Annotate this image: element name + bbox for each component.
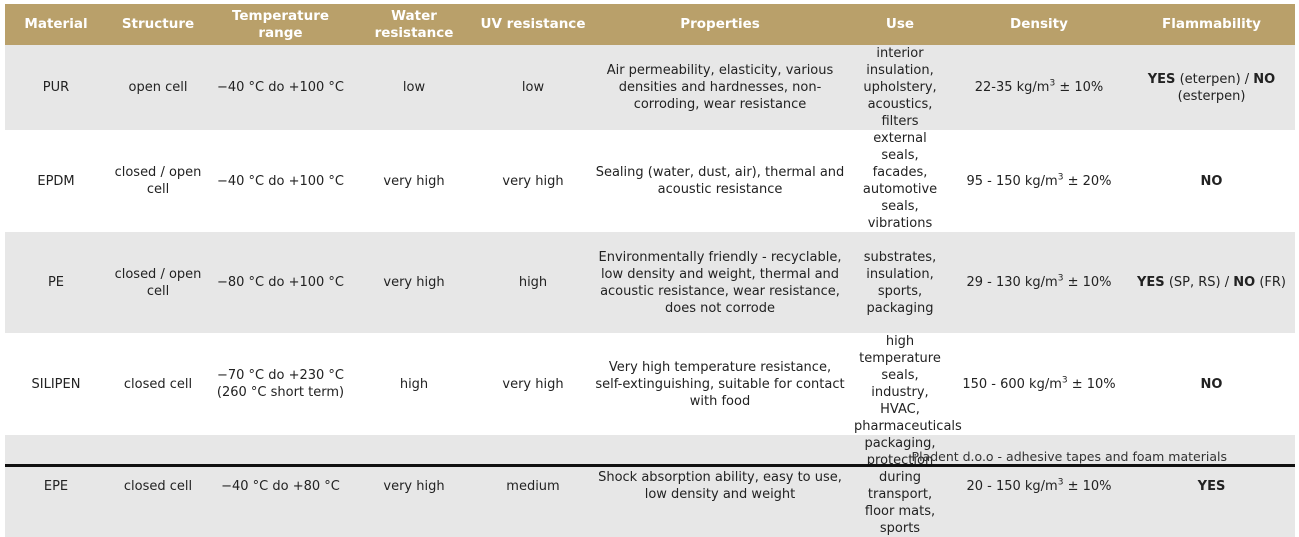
flammability-note: (eterpen) / — [1175, 71, 1254, 87]
cell-use: external seals, facades, automotive seal… — [862, 131, 938, 231]
cell-uv-resistance: very high — [502, 376, 564, 392]
density-tolerance: ± 20% — [1063, 173, 1112, 189]
density-value: 20 - 150 kg/m — [966, 478, 1058, 494]
header-use: Use — [850, 4, 950, 45]
cell-density: 150 - 600 kg/m3 ± 10% — [950, 333, 1128, 435]
flammability-note: (esterpen) — [1177, 88, 1246, 104]
cell-material: SILIPEN — [31, 376, 81, 392]
bottom-rule — [5, 464, 1295, 467]
density-superscript: 3 — [1057, 273, 1064, 284]
table-row: SILIPEN closed cell −70 °C do +230 °C (2… — [5, 333, 1295, 435]
cell-use: substrates, insulation, sports, packagin… — [850, 232, 950, 333]
flammability-verdict: YES — [1147, 71, 1176, 87]
cell-temperature: −40 °C do +100 °C — [216, 173, 345, 189]
flammability-note: (FR) — [1255, 275, 1286, 290]
cell-density: 22-35 kg/m3 ± 10% — [950, 45, 1128, 130]
cell-density: 29 - 130 kg/m3 ± 10% — [950, 232, 1128, 333]
density-tolerance: ± 10% — [1063, 478, 1112, 494]
cell-material: EPDM — [37, 173, 75, 189]
header-properties: Properties — [590, 4, 850, 45]
cell-density: 95 - 150 kg/m3 ± 20% — [950, 130, 1128, 232]
header-row: Material Structure Temperature range Wat… — [5, 4, 1295, 45]
flammability-note: (SP, RS) / — [1164, 275, 1234, 290]
density-tolerance: ± 10% — [1063, 275, 1112, 290]
flammability-verdict: NO — [1233, 275, 1256, 290]
table-row: EPDM closed / open cell −40 °C do +100 °… — [5, 130, 1295, 232]
cell-use: high temperature seals, industry, HVAC, … — [854, 334, 962, 434]
density-value: 22-35 kg/m — [974, 80, 1050, 95]
cell-properties: Air permeability, elasticity, various de… — [590, 45, 850, 130]
cell-structure: closed cell — [107, 435, 209, 537]
cell-temperature: −80 °C do +100 °C — [209, 232, 352, 333]
density-value: 150 - 600 kg/m — [962, 376, 1062, 392]
flammability-verdict: YES — [1197, 478, 1226, 494]
cell-water-resistance: very high — [383, 173, 445, 189]
header-uv-resistance: UV resistance — [476, 4, 590, 45]
cell-structure: open cell — [107, 45, 209, 130]
cell-temperature: −70 °C do +230 °C (260 °C short term) — [216, 368, 345, 400]
cell-structure: closed / open cell — [114, 165, 202, 197]
cell-structure: closed cell — [123, 376, 193, 392]
cell-water-resistance: very high — [352, 435, 476, 537]
density-tolerance: ± 10% — [1067, 376, 1116, 392]
flammability-verdict: NO — [1200, 173, 1223, 189]
cell-uv-resistance: medium — [476, 435, 590, 537]
cell-properties: Shock absorption ability, easy to use, l… — [590, 435, 850, 537]
header-temperature-range: Temperature range — [209, 4, 352, 45]
cell-structure: closed / open cell — [107, 232, 209, 333]
cell-material: PE — [5, 232, 107, 333]
header-density: Density — [950, 4, 1128, 45]
density-superscript: 3 — [1057, 172, 1064, 183]
cell-use: interior insulation, upholstery, acousti… — [850, 45, 950, 130]
density-value: 29 - 130 kg/m — [966, 275, 1058, 290]
cell-properties: Environmentally friendly - recyclable, l… — [590, 232, 850, 333]
density-tolerance: ± 10% — [1055, 80, 1104, 95]
cell-water-resistance: very high — [352, 232, 476, 333]
density-value: 95 - 150 kg/m — [966, 173, 1058, 189]
flammability-verdict: YES — [1137, 275, 1165, 290]
table-row: PUR open cell −40 °C do +100 °C low low … — [5, 45, 1295, 130]
cell-material: EPE — [5, 435, 107, 537]
cell-flammability: YES (SP, RS) / NO (FR) — [1128, 232, 1295, 333]
cell-flammability: YES (eterpen) / NO (esterpen) — [1128, 45, 1295, 130]
cell-properties: Sealing (water, dust, air), thermal and … — [595, 165, 845, 197]
header-flammability: Flammability — [1128, 4, 1295, 45]
cell-uv-resistance: very high — [502, 173, 564, 189]
cell-water-resistance: high — [399, 376, 429, 392]
cell-water-resistance: low — [352, 45, 476, 130]
table-row: PE closed / open cell −80 °C do +100 °C … — [5, 232, 1295, 333]
density-superscript: 3 — [1061, 375, 1068, 386]
header-structure: Structure — [107, 4, 209, 45]
cell-flammability: NO — [1128, 130, 1295, 232]
cell-temperature: −40 °C do +80 °C — [209, 435, 352, 537]
table-header: Material Structure Temperature range Wat… — [5, 4, 1295, 45]
cell-properties: Very high temperature resistance, self-e… — [595, 359, 845, 409]
cell-flammability: NO — [1128, 333, 1295, 435]
cell-temperature: −40 °C do +100 °C — [209, 45, 352, 130]
cell-uv-resistance: high — [476, 232, 590, 333]
header-water-resistance: Water resistance — [352, 4, 476, 45]
footer-credit: Pladent d.o.o - adhesive tapes and foam … — [911, 449, 1227, 464]
cell-uv-resistance: low — [476, 45, 590, 130]
header-material: Material — [5, 4, 107, 45]
cell-material: PUR — [5, 45, 107, 130]
flammability-verdict: NO — [1253, 71, 1276, 87]
flammability-verdict: NO — [1200, 376, 1223, 392]
density-superscript: 3 — [1049, 78, 1056, 89]
